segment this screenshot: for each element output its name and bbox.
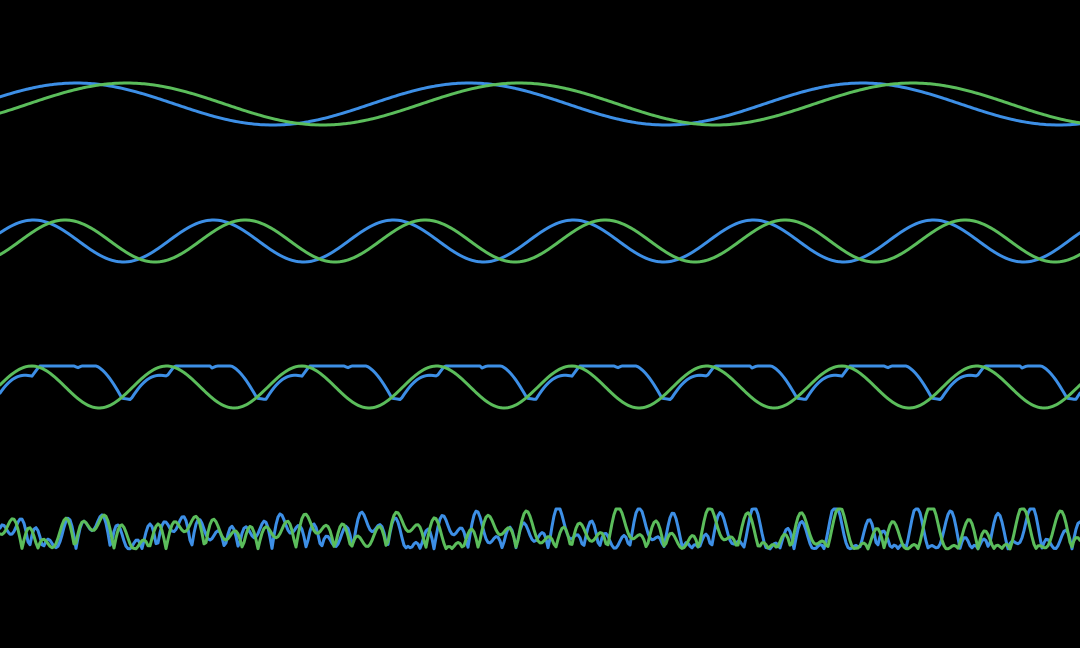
waveform-row-1-series-1 (0, 81, 1080, 127)
waveform-row-2-series-2 (0, 218, 1080, 264)
waveform-row-3-series-2 (0, 364, 1080, 410)
waveform-row-3 (0, 364, 1080, 410)
waveform-row-4-series-1 (0, 507, 1080, 551)
waveform-row-3-series-1 (0, 364, 1080, 401)
waveform-row-1 (0, 81, 1080, 127)
waveform-row-1-series-2 (0, 81, 1080, 127)
waveform-row-2 (0, 218, 1080, 264)
waveform-row-4-series-2 (0, 507, 1080, 551)
waveform-row-2-series-1 (0, 218, 1080, 264)
waveform-row-4 (0, 507, 1080, 551)
